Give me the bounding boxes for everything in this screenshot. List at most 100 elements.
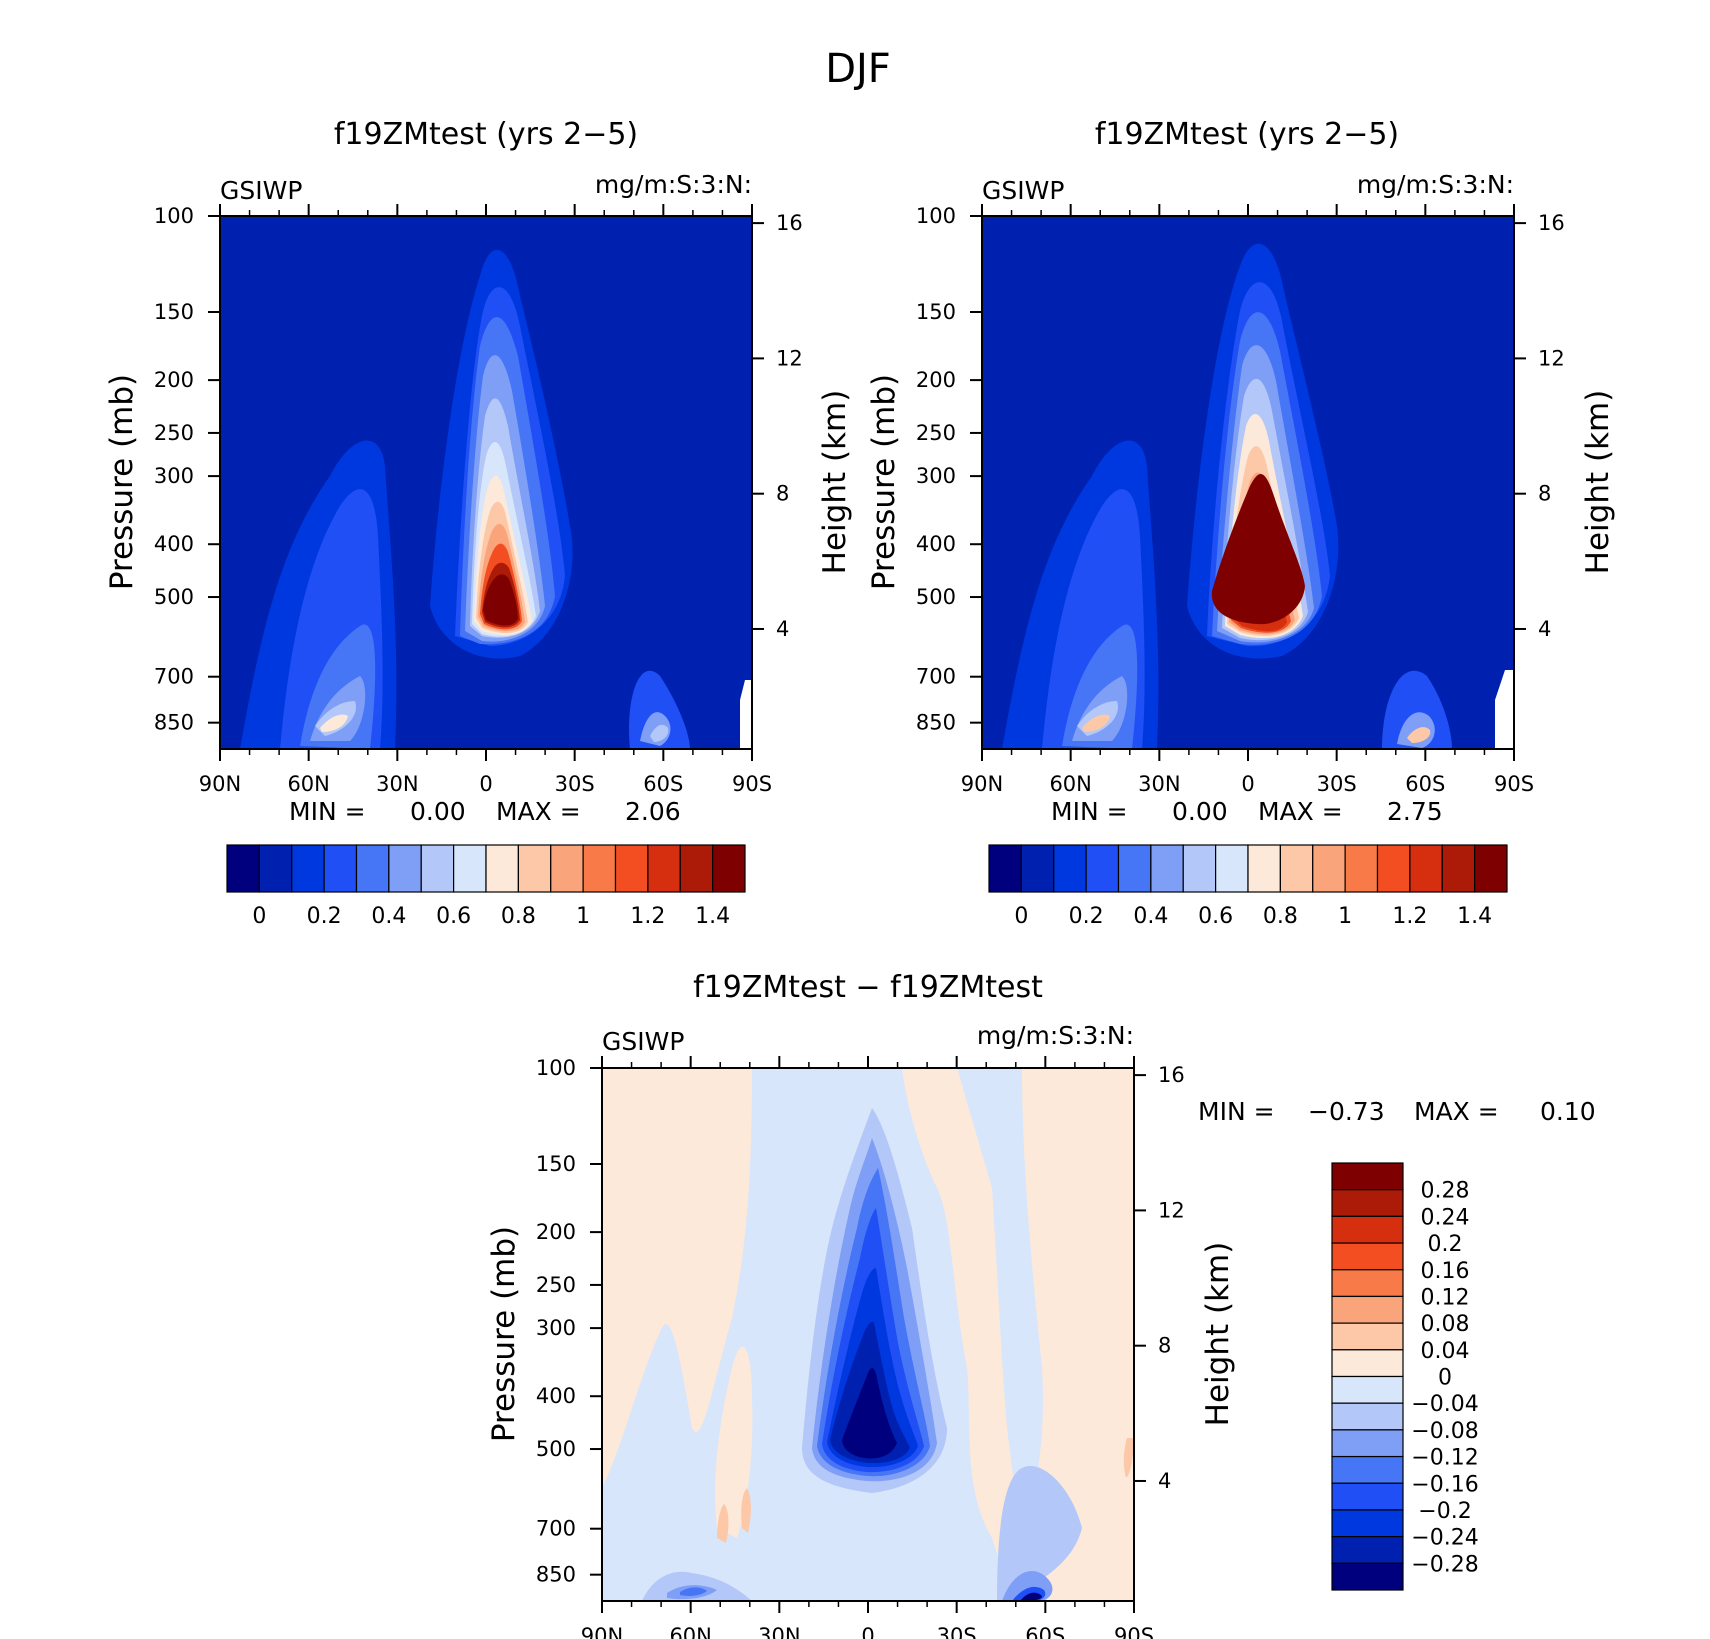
panel-b-colorbar-swatch: [1247, 844, 1281, 893]
panel-b-x-tick-label: 60S: [1405, 772, 1445, 796]
panel-c-colorbar-label: −0.2: [1418, 1499, 1471, 1524]
panel-b-colorbar-label: 0.8: [1263, 904, 1298, 929]
panel-a-y-tick-label: 100: [154, 204, 194, 228]
panel-a-colorbar-label: 0: [252, 904, 266, 929]
panel-b-y2-tick-label: 4: [1538, 617, 1551, 641]
panel-c-contour-pos-4: [1123, 1438, 1134, 1478]
panel-a-colorbar-swatch: [453, 844, 487, 893]
panel-a-y2-tick-label: 4: [776, 617, 789, 641]
panel-a-colorbar-label: 1: [576, 904, 590, 929]
panel-b-colorbar-swatch: [1344, 844, 1379, 893]
panel-c-y-axis-label: Pressure (mb): [486, 1226, 522, 1442]
panel-c-colorbar-label: −0.12: [1411, 1446, 1478, 1471]
panel-c-x-tick-label: 60S: [1025, 1624, 1065, 1639]
panel-c-contour-tropics-7: [842, 1367, 897, 1459]
panel-a-x-tick-label: 30S: [555, 772, 595, 796]
panel-b-colorbar-label: 1.2: [1392, 904, 1427, 929]
panel-b-colorbar-swatch: [1053, 844, 1087, 893]
panel-c-units-label: mg/m:S:3:N:: [977, 1021, 1134, 1050]
panel-b-colorbar-label: 0: [1014, 904, 1028, 929]
panel-a-y2-axis-label: Height (km): [817, 390, 853, 575]
panel-c-colorbar-swatch: [1331, 1562, 1404, 1591]
panel-a-x-tick-label: 0: [479, 772, 492, 796]
panel-b-colorbar-label: 0.6: [1198, 904, 1233, 929]
panel-b-y-tick-label: 250: [916, 421, 956, 445]
panel-c-min-max: MIN = −0.73 MAX = 0.10: [1198, 1097, 1596, 1126]
panel-a-x-tick-label: 60N: [287, 772, 329, 796]
panel-b-variable-label: GSIWP: [982, 176, 1064, 205]
panel-a-y2-tick-label: 12: [776, 346, 803, 370]
panel-a-colorbar-swatch: [647, 844, 681, 893]
panel-c-plot-area: [602, 1068, 1134, 1601]
panel-c-colorbar-label: −0.16: [1411, 1472, 1478, 1497]
panel-c-y-tick-label: 100: [536, 1056, 576, 1080]
panel-a-y-tick-label: 400: [154, 532, 194, 556]
panel-b-units-label: mg/m:S:3:N:: [1357, 170, 1514, 199]
panel-c-colorbar-label: 0.16: [1421, 1259, 1470, 1284]
panel-c-min-label: MIN =: [1198, 1097, 1275, 1126]
panel-b-colorbar-swatch: [1376, 844, 1411, 893]
panel-b-colorbar-swatch: [1150, 844, 1184, 893]
panel-b-y2-tick-label: 16: [1538, 211, 1565, 235]
panel-c-y-tick-label: 200: [536, 1220, 576, 1244]
panel-a-x-tick-label: 90N: [199, 772, 241, 796]
panel-a-colorbar-swatch: [291, 844, 325, 893]
panel-c-ticks: 90N 60N 30N 0 30S 60S 90S 100 150 200 250 300 400 500…: [536, 1056, 1185, 1639]
panel-c-y2-tick-label: 16: [1158, 1063, 1185, 1087]
panel-c-x-tick-label: 90N: [581, 1624, 623, 1639]
panel-c-contour-pos-1: [715, 1346, 753, 1538]
panel-b-y-tick-label: 700: [916, 665, 956, 689]
panel-b-contour-s-3: [1407, 727, 1431, 743]
panel-a-colorbar-swatch: [226, 844, 260, 893]
panel-b-colorbar-swatch: [1085, 844, 1120, 893]
panel-c-colorbar-label: 0.2: [1428, 1232, 1463, 1257]
panel-c-colorbar-swatch: [1331, 1349, 1404, 1378]
panel-a-colorbar-swatch: [323, 844, 358, 893]
panel-b-y2-tick-label: 12: [1538, 346, 1565, 370]
panel-b-colorbar-swatch: [1409, 844, 1443, 893]
panel-a-y2-tick-label: 8: [776, 482, 789, 506]
panel-c-variable-label: GSIWP: [602, 1027, 684, 1056]
panel-c-colorbar-swatch: [1331, 1482, 1404, 1511]
panel-c-contour-pos-3: [741, 1488, 751, 1533]
panel-a-colorbar-label: 0.4: [371, 904, 406, 929]
panel-c-colorbar-swatch: [1331, 1189, 1404, 1217]
panel-c-colorbar-label: 0.28: [1421, 1179, 1470, 1204]
panel-b-colorbar-swatch: [1279, 844, 1314, 893]
panel-a-y-tick-label: 250: [154, 421, 194, 445]
panel-c-colorbar-swatch: [1331, 1375, 1404, 1404]
panel-b-plot-area: [982, 216, 1514, 749]
panel-c-x-tick-label: 30S: [937, 1624, 977, 1639]
panel-a-variable-label: GSIWP: [220, 176, 302, 205]
panel-c-y2-axis-label: Height (km): [1200, 1242, 1236, 1427]
panel-c-colorbar-swatch: [1331, 1509, 1404, 1538]
panel-a-min-value: 0.00: [410, 797, 466, 826]
panel-a-colorbar-swatch: [582, 844, 617, 893]
panel-b-x-tick-label: 60N: [1049, 772, 1091, 796]
panel-b-min-label: MIN =: [1051, 797, 1128, 826]
panel-b-y-tick-label: 100: [916, 204, 956, 228]
panel-c-colorbar-swatch: [1331, 1162, 1404, 1191]
panel-a-colorbar-swatch: [679, 844, 714, 893]
panel-b-ticks: 90N 60N 30N 0 30S 60S 90S 100 150 200 250 300 400 500…: [916, 204, 1565, 796]
panel-c-y-tick-label: 250: [536, 1273, 576, 1297]
panel-a-y-tick-label: 700: [154, 665, 194, 689]
panel-a-colorbar-swatch: [485, 844, 519, 893]
panel-b-colorbar-swatch: [1182, 844, 1217, 893]
panel-b-y-tick-label: 150: [916, 300, 956, 324]
panel-a-max-value: 2.06: [625, 797, 681, 826]
panel-c-colorbar-label: −0.24: [1411, 1526, 1478, 1551]
panel-b-y2-axis-label: Height (km): [1580, 390, 1616, 575]
panel-b-min-max: MIN = 0.00 MAX = 2.75: [1051, 797, 1443, 826]
panel-c-y-tick-label: 300: [536, 1316, 576, 1340]
panel-c-contour-low-neg-3: [680, 1587, 707, 1596]
panel-b-colorbar-label: 0.2: [1069, 904, 1104, 929]
panel-c-y-tick-label: 150: [536, 1152, 576, 1176]
panel-c-colorbar-label: 0.12: [1421, 1285, 1470, 1310]
panel-a-y-tick-label: 300: [154, 464, 194, 488]
panel-b-y-tick-label: 200: [916, 368, 956, 392]
panel-b-y-tick-label: 500: [916, 585, 956, 609]
panel-c-contour-pos-2: [717, 1504, 729, 1543]
panel-b-colorbar-swatch: [1020, 844, 1055, 893]
